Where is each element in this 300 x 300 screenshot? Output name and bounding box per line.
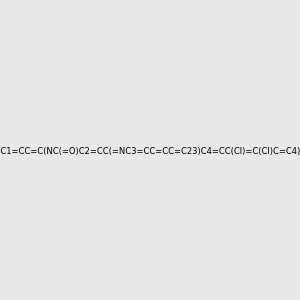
- Text: CCOC1=CC=C(NC(=O)C2=CC(=NC3=CC=CC=C23)C4=CC(Cl)=C(Cl)C=C4)C=C1: CCOC1=CC=C(NC(=O)C2=CC(=NC3=CC=CC=C23)C4…: [0, 147, 300, 156]
